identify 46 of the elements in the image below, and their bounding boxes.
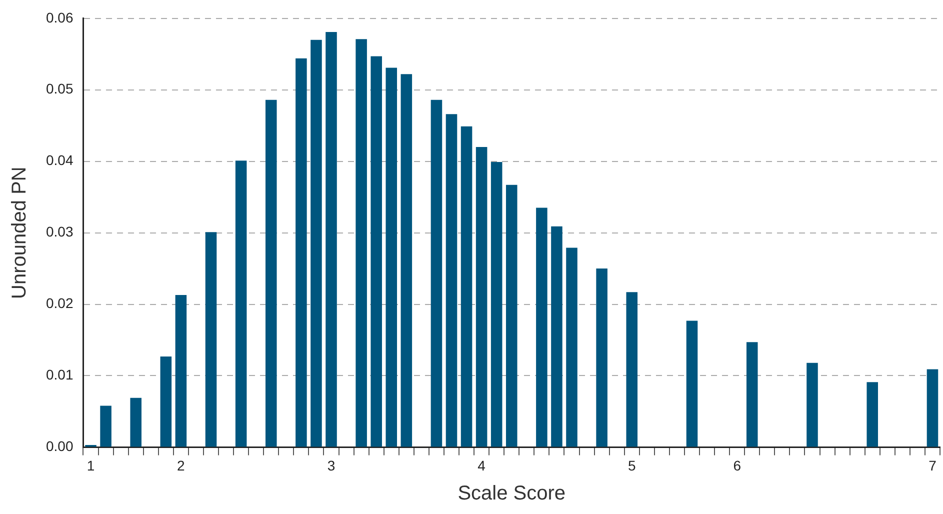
- bar: [460, 126, 472, 447]
- bar: [160, 356, 172, 447]
- bar: [400, 74, 412, 447]
- bar: [476, 147, 488, 447]
- bar: [296, 58, 307, 447]
- x-axis-title: Scale Score: [458, 482, 566, 505]
- bar: [926, 369, 938, 447]
- y-tick-label: 0.04: [46, 152, 74, 168]
- bar: [506, 184, 518, 447]
- bar: [130, 398, 142, 447]
- bar: [551, 226, 562, 447]
- bar: [265, 100, 277, 447]
- x-tick-label: 1: [86, 457, 95, 474]
- bar: [205, 232, 217, 447]
- x-tick-label: 2: [177, 457, 186, 474]
- bar: [175, 294, 187, 447]
- y-tick-label: 0.05: [46, 80, 74, 97]
- y-tick-label: 0.06: [46, 9, 74, 26]
- bar: [490, 162, 502, 447]
- bar: [866, 382, 878, 447]
- y-axis-title: Unrounded PN: [8, 166, 31, 299]
- y-tick-label: 0.03: [46, 224, 74, 240]
- bar: [596, 268, 608, 447]
- x-tick-label: 5: [628, 457, 636, 474]
- bar: [235, 160, 247, 447]
- x-tick-label: 7: [928, 457, 937, 474]
- x-tick-label: 6: [733, 457, 742, 474]
- bar: [566, 248, 578, 447]
- bar: [100, 406, 112, 447]
- bar: [356, 39, 367, 447]
- bar: [310, 40, 322, 447]
- y-tick-label: 0.01: [46, 366, 74, 383]
- y-tick-label: 0.00: [46, 438, 74, 454]
- bar: [370, 56, 382, 447]
- bar: [446, 114, 458, 447]
- bar: [806, 362, 818, 447]
- bar: [430, 100, 442, 447]
- bar: [326, 32, 337, 447]
- bar: [536, 208, 548, 447]
- bar: [626, 292, 638, 447]
- y-tick-label: 0.02: [46, 295, 74, 312]
- bar: [386, 68, 398, 447]
- bar: [746, 342, 758, 447]
- x-tick-label: 3: [327, 457, 336, 474]
- bar: [686, 320, 698, 447]
- x-tick-label: 4: [478, 457, 486, 474]
